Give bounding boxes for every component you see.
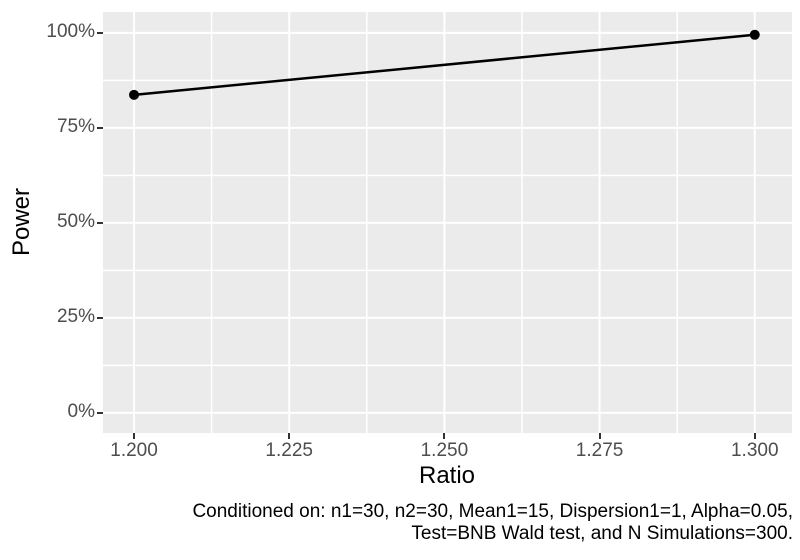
- y-tick-mark: [97, 411, 103, 414]
- plot-caption: Conditioned on: n1=30, n2=30, Mean1=15, …: [192, 501, 793, 545]
- y-tick-label: 25%: [56, 305, 95, 327]
- x-tick-label: 1.275: [575, 440, 624, 461]
- x-tick-mark: [598, 433, 601, 439]
- x-tick-mark: [443, 433, 446, 439]
- x-axis-title: Ratio: [418, 462, 476, 489]
- power-line: [133, 33, 755, 97]
- y-tick-label: 100%: [46, 21, 95, 43]
- y-tick-mark: [97, 316, 103, 319]
- y-tick-label: 75%: [56, 115, 95, 137]
- x-tick-label: 1.200: [110, 440, 158, 461]
- plot-panel: [103, 12, 792, 433]
- y-tick-mark: [97, 31, 103, 34]
- x-tick-label: 1.250: [420, 440, 469, 461]
- caption-line-2: Test=BNB Wald test, and N Simulations=30…: [411, 523, 793, 544]
- y-tick-label: 50%: [56, 210, 95, 232]
- x-tick-mark: [753, 433, 756, 439]
- x-tick-mark: [133, 433, 136, 439]
- x-tick-label: 1.225: [265, 440, 313, 461]
- y-tick-mark: [97, 221, 103, 224]
- x-tick-label: 1.300: [730, 440, 779, 461]
- y-axis-title: Power: [8, 187, 35, 257]
- y-tick-mark: [97, 126, 103, 129]
- data-point: [749, 29, 760, 40]
- y-tick-label: 0%: [67, 400, 95, 422]
- caption-line-1: Conditioned on: n1=30, n2=30, Mean1=15, …: [192, 501, 793, 522]
- x-tick-mark: [288, 433, 291, 439]
- data-point: [129, 89, 140, 100]
- power-line-chart: [103, 12, 792, 433]
